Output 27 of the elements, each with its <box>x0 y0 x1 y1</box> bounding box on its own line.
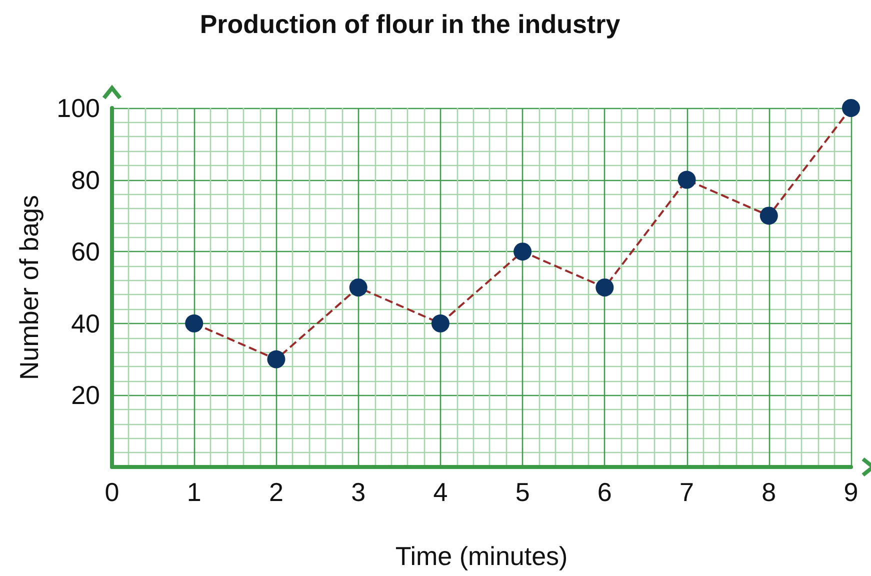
x-tick-label: 9 <box>844 477 858 507</box>
y-tick-label: 80 <box>71 164 100 195</box>
point <box>349 278 368 296</box>
y-tick-label: 40 <box>71 308 100 338</box>
chart-title: Production of flour in the industry <box>200 9 621 39</box>
x-tick-label: 3 <box>351 477 366 507</box>
point <box>431 314 450 332</box>
point <box>842 99 860 117</box>
x-tick-label: 2 <box>268 477 284 507</box>
y-axis-title: Number of bags <box>14 195 44 380</box>
point <box>514 242 532 261</box>
point <box>678 170 696 189</box>
point <box>760 206 778 225</box>
y-tick-label: 20 <box>71 380 100 410</box>
x-tick-label: 0 <box>104 477 120 507</box>
point <box>185 314 204 332</box>
y-tick-label: 100 <box>56 93 100 123</box>
point <box>596 278 614 296</box>
x-axis-title: Time (minutes) <box>395 541 568 571</box>
x-tick-label: 1 <box>186 477 202 507</box>
y-tick-label: 60 <box>71 236 100 267</box>
x-tick-label: 5 <box>515 477 530 507</box>
x-tick-label: 8 <box>762 477 776 507</box>
x-tick-label: 6 <box>597 477 612 507</box>
x-tick-label: 7 <box>680 477 694 507</box>
x-tick-label: 4 <box>433 477 448 507</box>
point <box>267 350 286 368</box>
